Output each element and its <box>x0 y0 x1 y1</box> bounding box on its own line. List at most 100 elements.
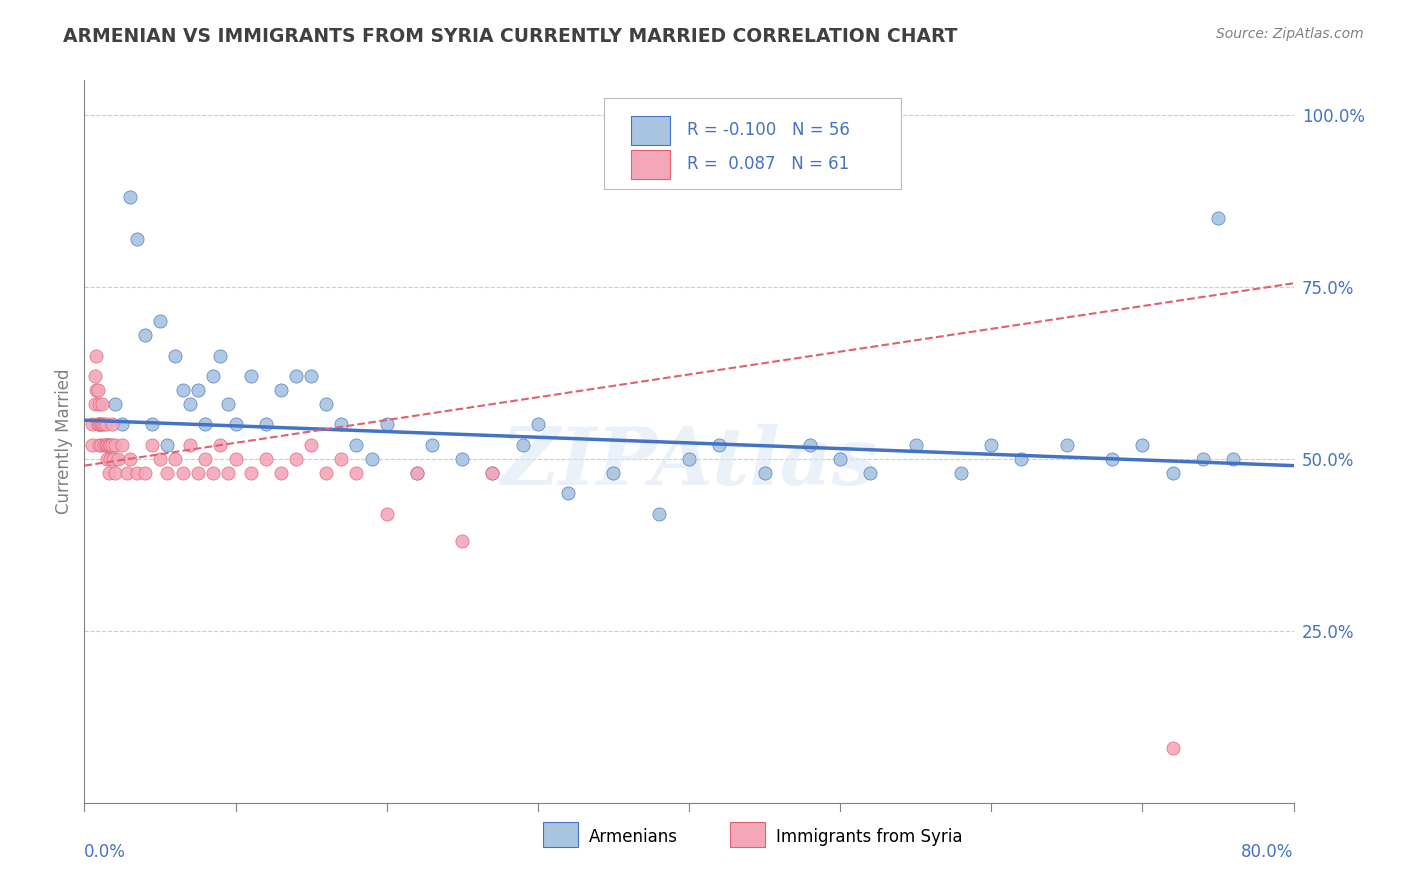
Point <box>285 451 308 466</box>
Point <box>84 369 107 384</box>
Point <box>91 417 114 432</box>
Text: ZIPAtlas: ZIPAtlas <box>501 425 877 502</box>
Point <box>86 349 108 363</box>
Point <box>1161 466 1184 480</box>
Point <box>89 417 111 432</box>
Point <box>209 438 232 452</box>
Text: 0.0%: 0.0% <box>84 843 127 861</box>
Point <box>91 397 114 411</box>
Point <box>172 466 194 480</box>
Point <box>360 451 382 466</box>
Point <box>346 466 368 480</box>
Point <box>346 438 368 452</box>
Point <box>104 466 127 480</box>
Point <box>225 417 247 432</box>
Point <box>194 417 217 432</box>
Point <box>375 507 398 521</box>
Point <box>115 466 138 480</box>
Point <box>94 438 117 452</box>
Point <box>451 451 474 466</box>
Point <box>330 451 353 466</box>
Point <box>285 369 308 384</box>
Text: Source: ZipAtlas.com: Source: ZipAtlas.com <box>1216 27 1364 41</box>
Point <box>101 451 124 466</box>
FancyBboxPatch shape <box>631 150 669 178</box>
Point <box>950 466 973 480</box>
Point <box>97 466 120 480</box>
Point <box>134 327 156 342</box>
Point <box>97 438 120 452</box>
Point <box>98 451 121 466</box>
Point <box>107 451 129 466</box>
Point <box>980 438 1002 452</box>
Text: 80.0%: 80.0% <box>1241 843 1294 861</box>
Point <box>512 438 534 452</box>
Point <box>254 417 277 432</box>
Point <box>179 397 201 411</box>
Point <box>80 417 103 432</box>
Point <box>89 438 111 452</box>
Point <box>799 438 821 452</box>
Point <box>451 534 474 549</box>
Point <box>1130 438 1153 452</box>
Point <box>557 486 579 500</box>
Point <box>602 466 624 480</box>
Point <box>179 438 201 452</box>
Point <box>104 397 127 411</box>
Point <box>201 466 224 480</box>
Point <box>330 417 353 432</box>
Point <box>86 383 108 397</box>
Point <box>111 417 134 432</box>
Point <box>93 417 115 432</box>
Point <box>201 369 224 384</box>
Text: Immigrants from Syria: Immigrants from Syria <box>776 828 963 846</box>
Text: R =  0.087   N = 61: R = 0.087 N = 61 <box>686 155 849 173</box>
FancyBboxPatch shape <box>605 98 901 189</box>
Point <box>254 451 277 466</box>
Point <box>96 438 118 452</box>
Point <box>225 451 247 466</box>
Point <box>149 314 172 328</box>
Point <box>134 466 156 480</box>
Point <box>104 438 127 452</box>
Point <box>96 451 118 466</box>
Point <box>904 438 927 452</box>
Point <box>118 451 141 466</box>
Point <box>1056 438 1078 452</box>
Point <box>270 383 292 397</box>
Point <box>648 507 671 521</box>
Point <box>209 349 232 363</box>
Point <box>1192 451 1215 466</box>
Point <box>527 417 550 432</box>
Point <box>187 383 209 397</box>
Point <box>165 349 187 363</box>
Point <box>1222 451 1244 466</box>
Point <box>1161 740 1184 755</box>
Point <box>194 451 217 466</box>
Point <box>87 417 110 432</box>
Point <box>98 438 121 452</box>
Point <box>90 417 112 432</box>
Point <box>1206 211 1229 225</box>
Point <box>406 466 429 480</box>
Point <box>299 438 322 452</box>
Point <box>299 369 322 384</box>
Point <box>315 397 337 411</box>
Point <box>100 438 122 452</box>
Point <box>1101 451 1123 466</box>
Point <box>859 466 882 480</box>
Point <box>315 466 337 480</box>
Point <box>84 397 107 411</box>
Point <box>90 438 112 452</box>
Text: Armenians: Armenians <box>589 828 678 846</box>
Point <box>709 438 731 452</box>
Point <box>156 466 179 480</box>
FancyBboxPatch shape <box>730 822 765 847</box>
Point <box>104 451 127 466</box>
Point <box>481 466 503 480</box>
Point <box>239 466 262 480</box>
Point <box>100 417 122 432</box>
Text: R = -0.100   N = 56: R = -0.100 N = 56 <box>686 121 849 139</box>
Point <box>187 466 209 480</box>
Point <box>141 438 163 452</box>
